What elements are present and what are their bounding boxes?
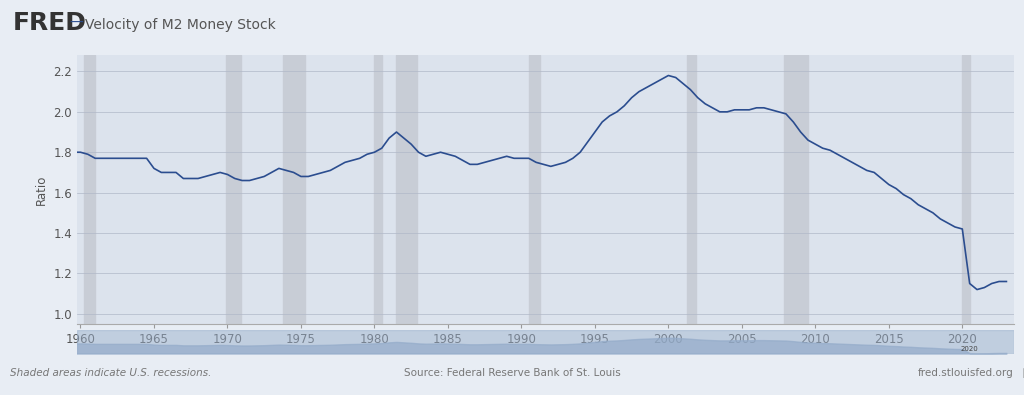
Text: ⛶: ⛶ bbox=[1023, 368, 1024, 378]
Text: fred.stlouisfed.org: fred.stlouisfed.org bbox=[918, 368, 1014, 378]
Bar bbox=[528, 55, 540, 324]
Bar bbox=[283, 55, 304, 324]
Bar bbox=[226, 55, 241, 324]
Bar bbox=[375, 55, 382, 324]
Y-axis label: Ratio: Ratio bbox=[35, 175, 48, 205]
Bar bbox=[77, 330, 1014, 354]
Bar bbox=[963, 55, 970, 324]
Text: —: — bbox=[70, 16, 83, 30]
Bar bbox=[84, 55, 95, 324]
Text: Source: Federal Reserve Bank of St. Louis: Source: Federal Reserve Bank of St. Loui… bbox=[403, 368, 621, 378]
Text: Velocity of M2 Money Stock: Velocity of M2 Money Stock bbox=[85, 18, 275, 32]
Bar bbox=[784, 55, 808, 324]
Bar bbox=[396, 55, 417, 324]
Text: FRED: FRED bbox=[12, 11, 86, 35]
Text: 2020: 2020 bbox=[961, 346, 979, 352]
Bar bbox=[687, 55, 696, 324]
Text: Shaded areas indicate U.S. recessions.: Shaded areas indicate U.S. recessions. bbox=[10, 368, 212, 378]
